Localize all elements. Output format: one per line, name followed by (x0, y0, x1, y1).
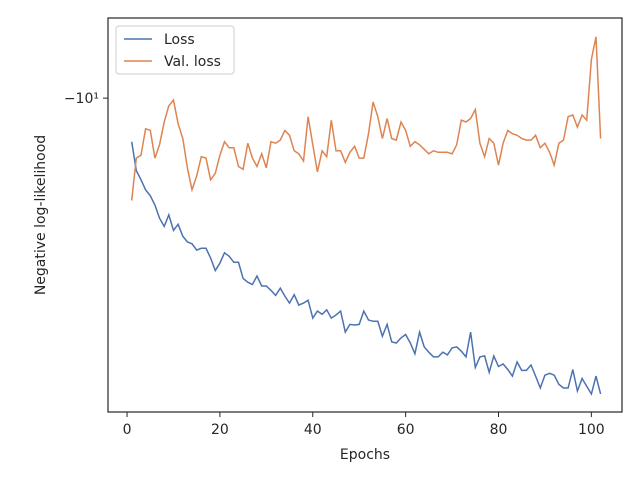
x-tick-label: 80 (490, 422, 508, 438)
line-series (130, 141, 602, 396)
line-series (130, 36, 602, 201)
x-tick-label: 100 (578, 422, 605, 438)
legend-box (115, 25, 235, 75)
x-axis-label: Epochs (340, 447, 390, 463)
y-tick-label: −10¹ (64, 91, 99, 107)
x-tick-label: 60 (397, 422, 415, 438)
y-axis-label: Negative log-likelihood (33, 135, 49, 295)
x-tick-label: 20 (211, 422, 229, 438)
x-tick-label: 40 (304, 422, 322, 438)
legend-label: Loss (164, 32, 195, 48)
legend-label: Val. loss (164, 54, 221, 70)
x-tick-label: 0 (123, 422, 132, 438)
axes-frame (107, 17, 623, 413)
